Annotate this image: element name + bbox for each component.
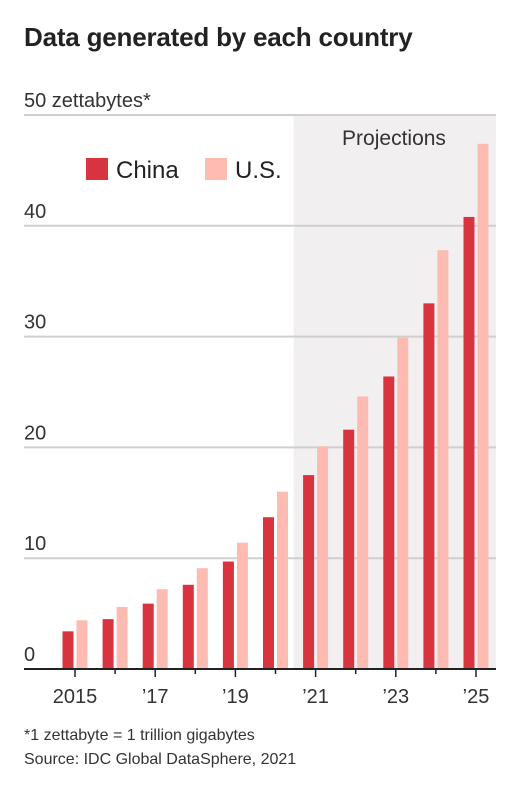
bar-china-2019 xyxy=(222,561,234,669)
y-tick-label-0: 0 xyxy=(24,644,35,666)
bar-china-2025 xyxy=(463,216,475,669)
bar-china-2016 xyxy=(102,619,114,669)
y-tick-label-20: 20 xyxy=(24,422,46,444)
x-tick-label-2017: ’17 xyxy=(142,686,169,708)
bar-us-2022 xyxy=(357,396,369,669)
y-tick-label-10: 10 xyxy=(24,533,46,555)
y-tick-label-40: 40 xyxy=(24,201,46,223)
bar-china-2022 xyxy=(343,429,355,669)
legend-label-us: U.S. xyxy=(235,157,282,184)
y-tick-label-50: 50 zettabytes* xyxy=(24,90,151,112)
legend-label-china: China xyxy=(116,157,179,184)
bar-us-2021 xyxy=(317,446,329,669)
source-note: Source: IDC Global DataSphere, 2021 xyxy=(24,751,297,768)
footnote: *1 zettabyte = 1 trillion gigabytes xyxy=(24,727,255,744)
bar-us-2019 xyxy=(236,542,248,669)
bar-us-2024 xyxy=(437,250,449,669)
bar-china-2020 xyxy=(263,517,274,669)
bar-us-2025 xyxy=(477,143,489,670)
bar-us-2015 xyxy=(76,620,88,669)
x-tick-label-2023: ’23 xyxy=(382,686,409,708)
legend-swatch-us xyxy=(205,158,227,180)
bar-china-2017 xyxy=(142,603,154,669)
chart-title: Data generated by each country xyxy=(24,22,413,52)
bar-us-2020 xyxy=(277,491,288,669)
x-tick-label-2015: 2015 xyxy=(53,686,98,708)
bar-us-2016 xyxy=(116,606,128,669)
bar-us-2017 xyxy=(156,589,168,669)
bar-china-2023 xyxy=(383,376,395,669)
y-tick-label-30: 30 xyxy=(24,312,46,334)
bar-china-2015 xyxy=(62,631,74,669)
bar-china-2024 xyxy=(423,303,435,669)
bar-us-2018 xyxy=(196,568,208,669)
x-tick-label-2019: ’19 xyxy=(222,686,249,708)
x-tick-label-2025: ’25 xyxy=(463,686,490,708)
bar-china-2018 xyxy=(182,584,194,669)
x-tick-label-2021: ’21 xyxy=(302,686,329,708)
bar-china-2021 xyxy=(303,475,315,669)
bar-us-2023 xyxy=(397,337,409,669)
projections-label: Projections xyxy=(342,127,446,150)
legend-swatch-china xyxy=(86,158,108,180)
